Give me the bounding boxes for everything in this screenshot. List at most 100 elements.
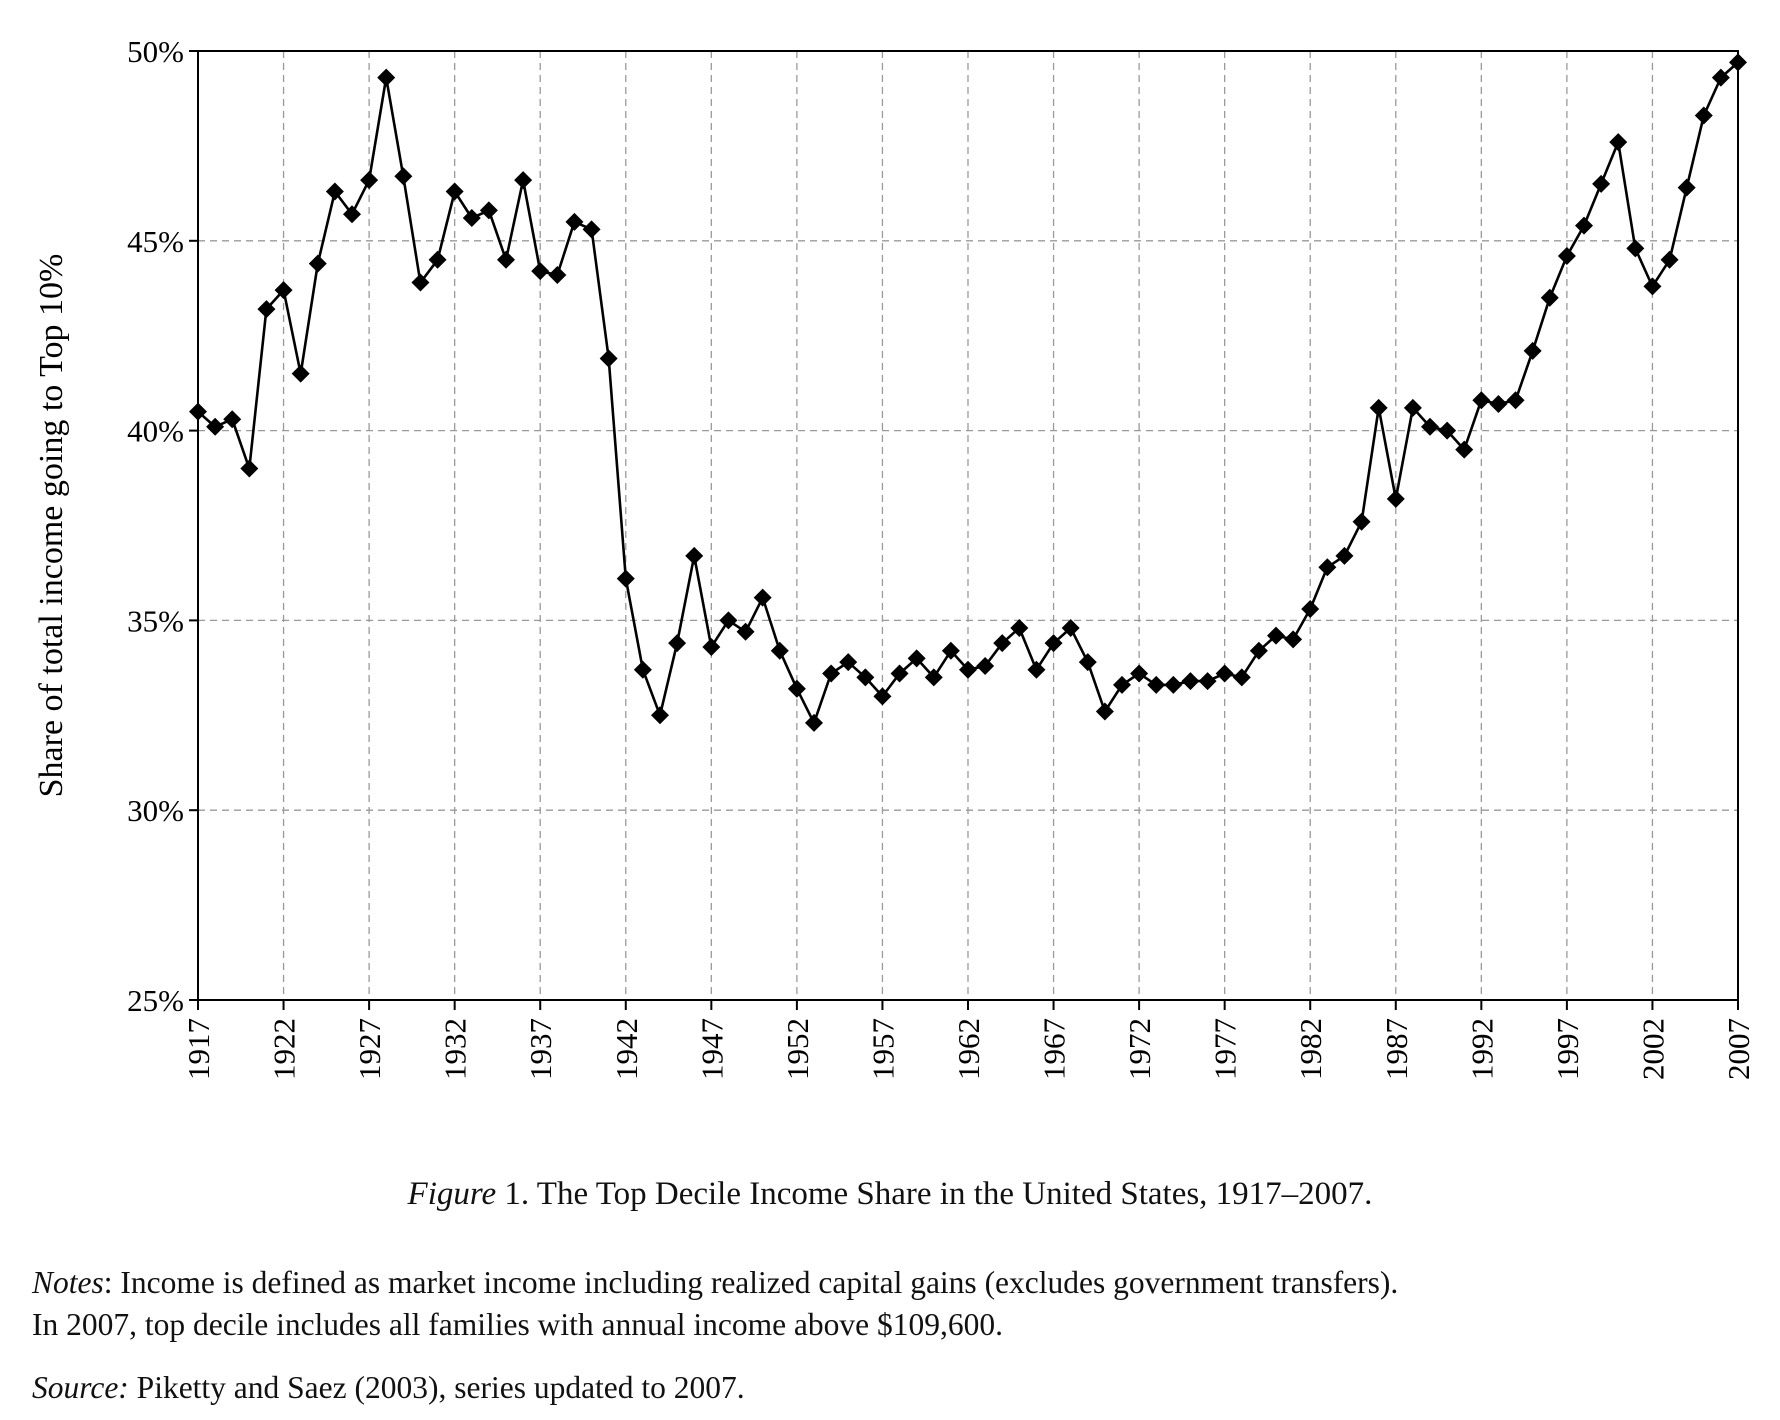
data-point: [548, 265, 567, 284]
notes-line-1: Notes: Income is defined as market incom…: [32, 1262, 1752, 1304]
data-point: [1386, 489, 1405, 508]
data-point: [514, 171, 533, 190]
data-point: [1147, 675, 1166, 694]
data-point: [616, 569, 635, 588]
data-point: [1027, 660, 1046, 679]
caption-figure-label: Figure: [407, 1176, 497, 1212]
source-label: Source:: [32, 1370, 129, 1405]
data-point: [1181, 672, 1200, 691]
data-point: [599, 349, 618, 368]
x-tick-label: 1957: [865, 1018, 900, 1080]
data-point: [1694, 106, 1713, 125]
data-point: [1301, 600, 1320, 619]
data-point: [1489, 395, 1508, 414]
data-point: [223, 410, 242, 429]
data-point: [1198, 672, 1217, 691]
data-point: [377, 68, 396, 87]
data-point: [1215, 664, 1234, 683]
x-tick-label: 2002: [1635, 1018, 1670, 1080]
data-point: [462, 209, 481, 228]
data-point: [941, 641, 960, 660]
figure-notes: Notes: Income is defined as market incom…: [32, 1262, 1752, 1346]
data-point: [856, 668, 875, 687]
x-tick-label: 1982: [1293, 1018, 1328, 1080]
y-axis: 25% 30% 35% 40% 45% 50%: [127, 34, 198, 1018]
data-point: [1729, 53, 1747, 72]
data-point: [1352, 512, 1371, 531]
x-tick-label: 1927: [352, 1018, 387, 1080]
gridlines: [198, 51, 1738, 1000]
y-tick-label: 45%: [127, 224, 184, 259]
data-point: [360, 171, 379, 190]
x-tick-label: 1987: [1379, 1018, 1414, 1080]
series-line: [189, 53, 1747, 732]
data-point: [1010, 618, 1029, 637]
data-point: [1061, 618, 1080, 637]
figure-source: Source: Piketty and Saez (2003), series …: [32, 1370, 1752, 1406]
data-point: [1284, 630, 1303, 649]
data-point: [394, 167, 413, 186]
data-point: [1592, 174, 1611, 193]
data-point: [1575, 216, 1593, 235]
data-point: [1249, 641, 1268, 660]
data-point: [822, 664, 841, 683]
x-tick-label: 1997: [1550, 1018, 1585, 1080]
data-point: [1438, 421, 1457, 440]
data-point: [1677, 178, 1696, 197]
data-point: [189, 402, 207, 421]
y-tick-label: 35%: [127, 603, 184, 638]
caption-text: 1. The Top Decile Income Share in the Un…: [496, 1176, 1373, 1212]
data-point: [890, 664, 909, 683]
data-point: [343, 205, 361, 224]
data-point: [1403, 398, 1422, 417]
x-tick-label: 1917: [181, 1018, 216, 1080]
data-point: [1164, 675, 1183, 694]
x-tick-label: 1992: [1464, 1018, 1499, 1080]
data-point: [411, 273, 430, 292]
data-point: [1643, 277, 1662, 296]
data-point: [1626, 239, 1645, 258]
data-point: [1078, 653, 1097, 672]
data-point: [565, 212, 584, 231]
data-point: [1609, 133, 1628, 152]
data-point: [206, 417, 225, 436]
data-point: [1711, 68, 1730, 87]
data-point: [770, 641, 789, 660]
data-point: [993, 634, 1012, 653]
source-text: Piketty and Saez (2003), series updated …: [128, 1370, 745, 1405]
data-point: [240, 459, 259, 478]
line-chart: 25%30%35%40%45%50% 1917 1922 1927 1932 1937 1…: [33, 34, 1756, 1080]
data-point: [1130, 664, 1149, 683]
x-tick-label: 1952: [780, 1018, 815, 1080]
data-point: [702, 637, 721, 656]
data-point: [1455, 440, 1474, 459]
data-point: [1318, 558, 1337, 577]
data-point: [479, 201, 498, 220]
x-tick-label: 1962: [951, 1018, 986, 1080]
data-point: [1113, 675, 1131, 694]
data-point: [1095, 702, 1114, 721]
x-tick-label: 1947: [694, 1018, 729, 1080]
data-point: [924, 668, 943, 687]
y-axis-label: Share of total income going to Top 10%: [33, 254, 70, 798]
data-point: [633, 660, 652, 679]
notes-line-2: In 2007, top decile includes all familie…: [32, 1307, 1004, 1342]
data-point: [959, 660, 977, 679]
data-point: [685, 546, 704, 565]
data-point: [1506, 391, 1525, 410]
x-tick-label: 1937: [523, 1018, 558, 1080]
data-point: [873, 687, 892, 706]
data-point: [1472, 391, 1491, 410]
x-tick-label: 1972: [1122, 1018, 1157, 1080]
data-point: [736, 622, 755, 641]
data-point: [651, 706, 669, 725]
data-point: [257, 300, 276, 319]
data-point: [1232, 668, 1251, 687]
x-axis: 1917 1922 1927 1932 1937 1942 1947 1952 1957 1962…: [181, 1000, 1756, 1080]
data-point: [582, 220, 601, 239]
data-point: [668, 634, 687, 653]
x-tick-label: 2007: [1721, 1018, 1756, 1080]
data-point: [531, 262, 550, 281]
data-point: [325, 182, 344, 201]
data-point: [497, 250, 515, 269]
